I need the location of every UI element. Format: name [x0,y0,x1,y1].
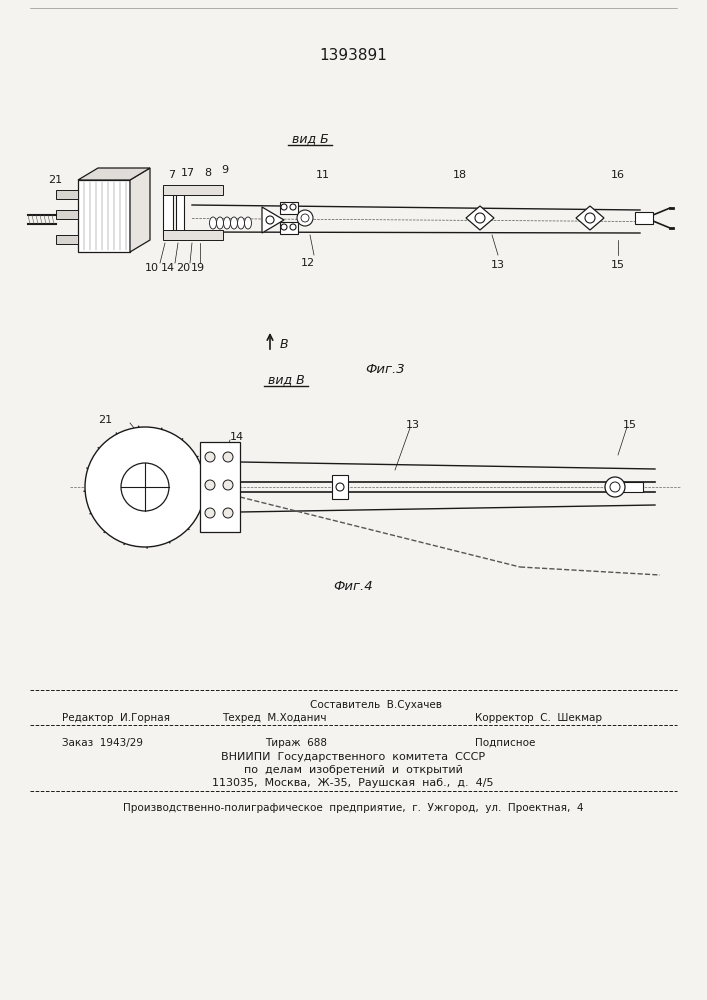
Polygon shape [130,168,150,252]
Text: 1393891: 1393891 [319,48,387,63]
Circle shape [205,480,215,490]
Text: 11: 11 [316,170,330,180]
Ellipse shape [230,217,238,229]
Bar [163,230,223,240]
Text: 20: 20 [176,263,190,273]
Text: 13: 13 [491,260,505,270]
Bar [163,187,173,237]
Text: по  делам  изобретений  и  открытий: по делам изобретений и открытий [244,765,462,775]
Bar [176,190,184,236]
Text: 16: 16 [611,170,625,180]
Text: 17: 17 [181,168,195,178]
Circle shape [266,216,274,224]
Circle shape [475,213,485,223]
Text: 113035,  Москва,  Ж-35,  Раушская  наб.,  д.  4/5: 113035, Москва, Ж-35, Раушская наб., д. … [212,778,493,788]
Text: 15: 15 [623,420,637,430]
Text: 18: 18 [453,170,467,180]
Circle shape [85,427,205,547]
Text: вид В: вид В [268,373,305,386]
Bar [200,442,240,532]
Circle shape [610,482,620,492]
Circle shape [281,204,287,210]
Bar [163,185,223,195]
Circle shape [290,224,296,230]
Text: 10: 10 [145,263,159,273]
Polygon shape [78,168,150,180]
Circle shape [205,508,215,518]
Text: Производственно-полиграфическое  предприятие,  г.  Ужгород,  ул.  Проектная,  4: Производственно-полиграфическое предприя… [123,803,583,813]
Ellipse shape [216,217,223,229]
Text: 12: 12 [301,258,315,268]
Bar [56,235,78,244]
Text: Заказ  1943/29: Заказ 1943/29 [62,738,143,748]
Circle shape [205,452,215,462]
Text: ВНИИПИ  Государственного  комитета  СССР: ВНИИПИ Государственного комитета СССР [221,752,485,762]
Text: 19: 19 [191,263,205,273]
Ellipse shape [209,217,216,229]
Text: Фиг.3: Фиг.3 [366,363,405,376]
Text: вид Б: вид Б [291,132,328,145]
Polygon shape [576,206,604,230]
Ellipse shape [223,217,230,229]
Bar [280,222,298,234]
Text: Подписное: Подписное [475,738,535,748]
Circle shape [223,508,233,518]
Text: 21: 21 [98,415,112,425]
Ellipse shape [245,217,252,229]
Bar [332,475,348,499]
Text: 14: 14 [161,263,175,273]
Text: 7: 7 [168,170,175,180]
Text: 13: 13 [406,420,420,430]
Text: 8: 8 [204,168,211,178]
Text: Тираж  688: Тираж 688 [265,738,327,748]
Circle shape [290,204,296,210]
Circle shape [336,483,344,491]
Bar [56,210,78,219]
Polygon shape [466,206,494,230]
Text: 14: 14 [230,432,244,442]
Bar [623,482,643,492]
Circle shape [585,213,595,223]
Text: 15: 15 [611,260,625,270]
Circle shape [281,224,287,230]
Text: Техред  М.Ходанич: Техред М.Ходанич [222,713,327,723]
Circle shape [301,214,309,222]
Text: B: B [280,338,288,351]
Text: 9: 9 [221,165,228,175]
Circle shape [297,210,313,226]
Bar [635,212,653,224]
Circle shape [605,477,625,497]
Circle shape [223,480,233,490]
Polygon shape [262,207,284,233]
Ellipse shape [238,217,245,229]
Text: 21: 21 [48,175,62,185]
Text: Фиг.4: Фиг.4 [333,580,373,593]
Bar [280,202,298,214]
Text: Редактор  И.Горная: Редактор И.Горная [62,713,170,723]
Text: Составитель  В.Сухачев: Составитель В.Сухачев [310,700,442,710]
Text: Корректор  С.  Шекмар: Корректор С. Шекмар [475,713,602,723]
Bar [56,190,78,199]
Circle shape [121,463,169,511]
Bar [78,180,130,252]
Circle shape [223,452,233,462]
